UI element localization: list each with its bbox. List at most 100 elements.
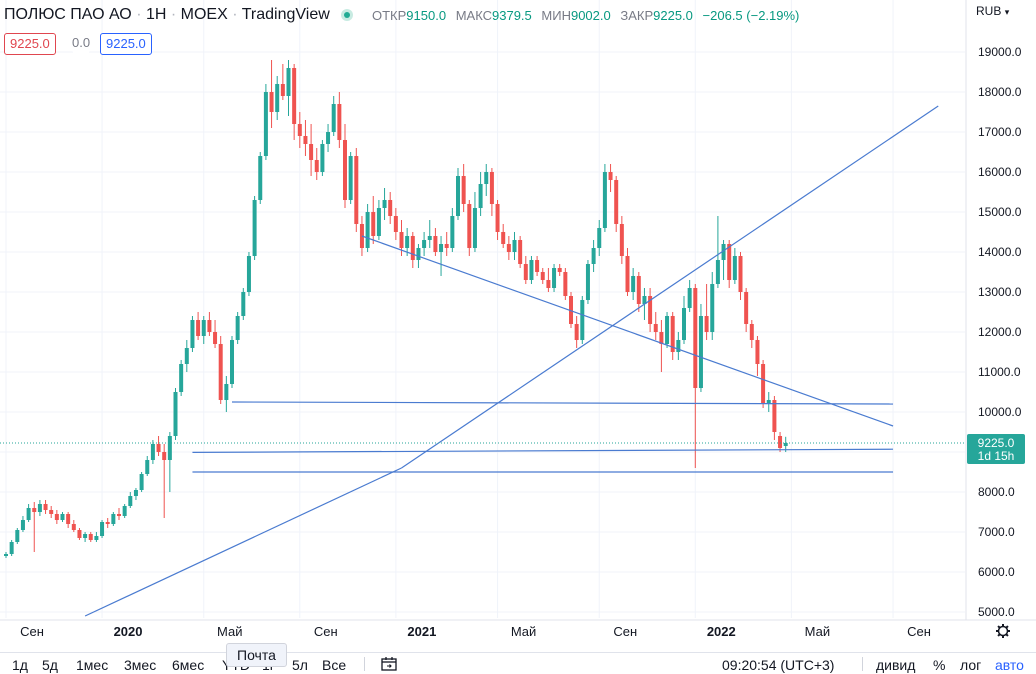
candle-body: [196, 320, 201, 336]
candle-body: [456, 176, 460, 216]
currency-label: RUB: [976, 4, 1002, 18]
candle-body: [145, 460, 150, 474]
candle-body: [43, 504, 48, 510]
log-scale-toggle[interactable]: лог: [960, 657, 982, 673]
range-3m-button[interactable]: 3мес: [124, 657, 157, 673]
candle-body: [783, 443, 788, 446]
market-status-icon[interactable]: [341, 9, 353, 21]
candle-body: [738, 256, 743, 292]
adjust-dividends-toggle[interactable]: дивид: [876, 657, 916, 673]
calendar-range-icon[interactable]: [381, 657, 397, 674]
range-1m-button[interactable]: 1мес: [76, 657, 109, 673]
symbol-title[interactable]: ПОЛЮС ПАО АО · 1Н · MOEX · TradingView: [4, 6, 330, 23]
candle-body: [546, 280, 551, 288]
candle-body: [83, 534, 88, 538]
candle-body: [585, 264, 590, 300]
candle-body: [122, 506, 127, 516]
candle-body: [286, 68, 291, 96]
ohlc-legend: ОТКР9150.0 МАКС9379.5 МИН9002.0 ЗАКР9225…: [372, 8, 805, 23]
buy-button[interactable]: 9225.0: [100, 33, 152, 55]
time-readout[interactable]: 09:20:54 (UTC+3): [722, 657, 835, 673]
range-6m-button[interactable]: 6мес: [172, 657, 205, 673]
x-tick-label: 2021: [407, 624, 436, 639]
open-value: 9150.0: [406, 8, 447, 23]
candle-body: [235, 316, 240, 340]
candle-body: [26, 508, 31, 520]
candle-body: [749, 324, 754, 340]
candle-body: [506, 244, 511, 252]
percent-scale-toggle[interactable]: %: [933, 657, 946, 673]
candle-body: [682, 308, 686, 340]
candle-body: [523, 264, 528, 280]
candle-body: [139, 474, 144, 490]
trendline: [401, 105, 939, 469]
candle-body: [715, 260, 720, 284]
candle-body: [698, 316, 703, 388]
candle-body: [201, 320, 206, 336]
candle-body: [105, 522, 110, 524]
candle-body: [246, 256, 251, 292]
range-5d-button[interactable]: 5д: [42, 657, 58, 673]
candle-body: [263, 92, 268, 156]
candle-body: [337, 104, 342, 140]
candle-body: [478, 184, 483, 208]
low-label: МИН: [541, 8, 571, 23]
y-tick-label: 6000.0: [978, 565, 1015, 579]
candle-body: [354, 156, 359, 224]
candle-body: [303, 136, 308, 144]
gear-icon[interactable]: [996, 624, 1010, 638]
candle-body: [190, 320, 195, 348]
auto-scale-toggle[interactable]: авто: [995, 657, 1024, 673]
x-tick-label: Май: [805, 624, 830, 639]
price-chart[interactable]: 19000.0 18000.0 17000.0 16000.0 15000.0 14000…: [0, 0, 1036, 652]
currency-selector[interactable]: RUB ▾: [976, 4, 1009, 18]
y-tick-label: 12000.0: [978, 325, 1022, 339]
candle-body: [614, 180, 619, 224]
candle-body: [252, 200, 257, 256]
candle-body: [636, 276, 641, 304]
candle-body: [625, 256, 630, 292]
trendline: [361, 235, 894, 427]
candle-body: [179, 364, 184, 392]
candle-body: [563, 272, 568, 296]
candle-body: [552, 268, 557, 288]
candle-body: [60, 514, 65, 520]
range-5y-button[interactable]: 5л: [292, 657, 308, 673]
candle-body: [574, 324, 579, 340]
candle-body: [297, 124, 302, 136]
interval-label: 1Н: [145, 6, 167, 23]
candle-body: [218, 344, 223, 400]
candle-body: [772, 400, 777, 432]
high-value: 9379.5: [492, 8, 532, 23]
candle-body: [512, 240, 517, 252]
x-tick-label: 2020: [114, 624, 143, 639]
candle-body: [710, 284, 715, 332]
candle-body: [365, 212, 370, 248]
candle-body: [117, 514, 121, 516]
candle-body: [755, 340, 760, 364]
y-tick-label: 11000.0: [978, 365, 1021, 379]
candle-body: [241, 292, 246, 316]
y-tick-label: 15000.0: [978, 205, 1022, 219]
candle-body: [54, 514, 59, 520]
range-1d-button[interactable]: 1д: [12, 657, 28, 673]
candle-body: [9, 542, 14, 554]
candle-body: [224, 384, 229, 400]
candle-body: [331, 104, 336, 132]
candle-body: [382, 200, 387, 208]
candle-body: [597, 228, 602, 248]
candle-body: [535, 260, 540, 272]
candle-body: [744, 292, 749, 324]
candle-body: [100, 522, 105, 536]
candle-body: [484, 172, 489, 184]
close-value: 9225.0: [653, 8, 693, 23]
candle-body: [258, 156, 263, 200]
chevron-down-icon: ▾: [1004, 7, 1010, 17]
candle-body: [778, 436, 783, 448]
candle-body: [309, 144, 314, 160]
candle-body: [410, 236, 415, 260]
range-all-button[interactable]: Все: [322, 657, 347, 673]
candle-body: [439, 244, 444, 252]
sell-button[interactable]: 9225.0: [4, 33, 56, 55]
candle-body: [472, 208, 477, 248]
